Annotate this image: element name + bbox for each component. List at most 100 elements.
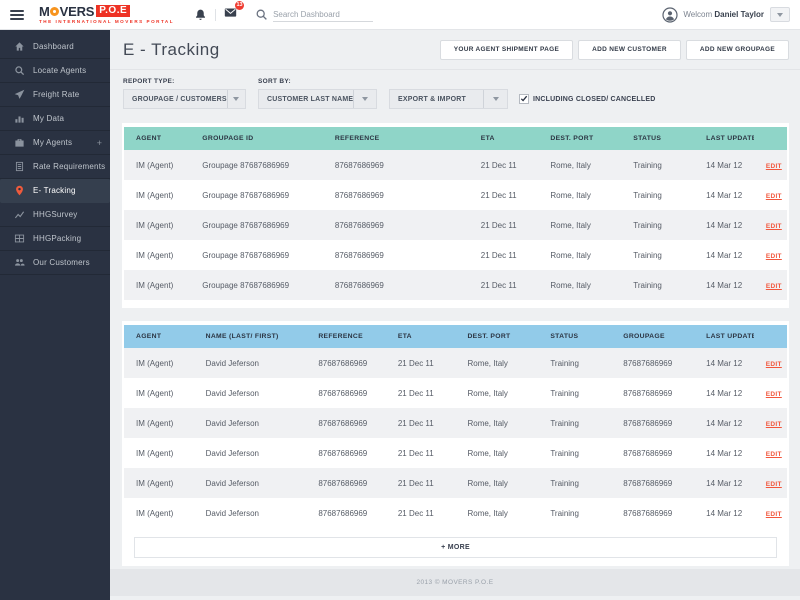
cell-last_update: 14 Mar 12 [706, 190, 743, 200]
edit-link[interactable]: EDIT [765, 420, 782, 428]
edit-link[interactable]: EDIT [765, 192, 782, 200]
message-count-badge: 13 [235, 0, 245, 10]
cell-status: Training [550, 358, 579, 368]
cell-last_update: 14 Mar 12 [706, 250, 743, 260]
logo-o-icon [50, 6, 60, 16]
more-button[interactable]: + MORE [134, 537, 777, 558]
add-new-groupage-button[interactable]: ADD NEW GROUPAGE [685, 39, 789, 60]
cell-eta: 21 Dec 11 [397, 358, 434, 368]
cell-agent: IM (Agent) [136, 250, 174, 260]
cell-groupage: 87687686969 [623, 478, 673, 488]
cell-reference: 87687686969 [334, 280, 384, 290]
cell-status: Training [550, 448, 579, 458]
table-row: IM (Agent) Groupage 87687686969 8768768696… [124, 180, 787, 210]
cell-agent: IM (Agent) [136, 160, 174, 170]
cell-agent: IM (Agent) [136, 190, 174, 200]
your-agent-shipment-page-button[interactable]: YOUR AGENT SHIPMENT PAGE [439, 39, 574, 60]
people-icon [15, 259, 25, 266]
cell-eta: 21 Dec 11 [397, 418, 434, 428]
cell-last_update: 14 Mar 12 [706, 358, 743, 368]
edit-link[interactable]: EDIT [765, 252, 782, 260]
sidebar-item-freight-rate[interactable]: Freight Rate [0, 83, 110, 107]
search-icon [256, 9, 267, 20]
edit-link[interactable]: EDIT [765, 162, 782, 170]
groupage-table-card: AGENT GROUPAGE ID REFERENCE ETA DEST. PO… [122, 123, 789, 308]
bell-icon[interactable] [194, 8, 207, 21]
cell-dest_port: Rome, Italy [550, 220, 591, 230]
cell-status: Training [633, 250, 662, 260]
user-menu-button[interactable] [770, 7, 790, 22]
edit-link[interactable]: EDIT [765, 390, 782, 398]
document-icon [15, 161, 24, 172]
cell-dest_port: Rome, Italy [467, 508, 508, 518]
sidebar-item-rate-requirements[interactable]: Rate Requirements [0, 155, 110, 179]
menu-icon[interactable] [10, 8, 24, 22]
sidebar-item-our-customers[interactable]: Our Customers [0, 251, 110, 275]
chevron-down-icon [226, 90, 245, 108]
cell-reference: 87687686969 [318, 388, 368, 398]
chevron-down-icon [353, 90, 376, 108]
bar-chart-icon [15, 116, 24, 123]
sidebar-item-hhgpacking[interactable]: HHGPacking [0, 227, 110, 251]
cell-reference: 87687686969 [318, 358, 368, 368]
cell-groupage_id: Groupage 87687686969 [202, 250, 290, 260]
cell-last_update: 14 Mar 12 [706, 418, 743, 428]
sidebar-item-dashboard[interactable]: Dashboard [0, 35, 110, 59]
cell-agent: IM (Agent) [136, 508, 174, 518]
user-greeting: Welcom Daniel Taylor [683, 10, 764, 19]
cell-reference: 87687686969 [318, 448, 368, 458]
copyright-text: 2013 © MOVERS P.O.E [416, 579, 494, 586]
cell-eta: 21 Dec 11 [480, 250, 517, 260]
table-header-row: AGENT NAME (LAST/ FIRST) REFERENCE ETA D… [124, 325, 787, 348]
sort-by-select[interactable]: CUSTOMER LAST NAME [258, 89, 377, 109]
add-new-customer-button[interactable]: ADD NEW CUSTOMER [578, 39, 681, 60]
avatar-icon[interactable] [662, 6, 678, 23]
edit-link[interactable]: EDIT [765, 360, 782, 368]
main-content: E - Tracking YOUR AGENT SHIPMENT PAGE AD… [110, 30, 800, 600]
edit-link[interactable]: EDIT [765, 282, 782, 290]
cell-last_update: 14 Mar 12 [706, 220, 743, 230]
export-import-select[interactable]: EXPORT & IMPORT [389, 89, 508, 109]
cell-eta: 21 Dec 11 [480, 190, 517, 200]
cell-agent: IM (Agent) [136, 358, 174, 368]
sidebar-item-my-agents[interactable]: My Agents + [0, 131, 110, 155]
cell-last_update: 14 Mar 12 [706, 448, 743, 458]
cell-last_update: 14 Mar 12 [706, 388, 743, 398]
search-input[interactable] [273, 7, 374, 22]
cell-name: David Jeferson [205, 448, 259, 458]
logo-brand: M VERS [39, 3, 95, 19]
cell-groupage_id: Groupage 87687686969 [202, 160, 290, 170]
cell-dest_port: Rome, Italy [467, 478, 508, 488]
logo: M VERS P.O.E THE INTERNATIONAL MOVERS POR… [39, 5, 174, 25]
groupage-table: AGENT GROUPAGE ID REFERENCE ETA DEST. PO… [124, 127, 787, 300]
expand-plus-icon[interactable]: + [96, 137, 102, 148]
cell-name: David Jeferson [205, 478, 259, 488]
cell-agent: IM (Agent) [136, 220, 174, 230]
cell-eta: 21 Dec 11 [480, 160, 517, 170]
sidebar: Dashboard Locate Agents Freight Rate My … [0, 30, 110, 600]
cell-agent: IM (Agent) [136, 448, 174, 458]
cell-name: David Jeferson [205, 508, 259, 518]
including-closed-checkbox[interactable] [519, 94, 529, 104]
sidebar-item-e-tracking[interactable]: E- Tracking [0, 179, 110, 203]
sidebar-item-locate-agents[interactable]: Locate Agents [0, 59, 110, 83]
sidebar-item-hhgsurvey[interactable]: HHGSurvey [0, 203, 110, 227]
messages-icon[interactable] [224, 6, 237, 19]
report-type-select[interactable]: GROUPAGE / CUSTOMERS [123, 89, 246, 109]
cell-agent: IM (Agent) [136, 388, 174, 398]
edit-link[interactable]: EDIT [765, 480, 782, 488]
cell-reference: 87687686969 [334, 160, 384, 170]
line-chart-icon [14, 211, 25, 219]
cell-groupage: 87687686969 [623, 418, 673, 428]
cell-status: Training [633, 220, 662, 230]
table-row: IM (Agent) Groupage 87687686969 8768768696… [124, 150, 787, 180]
edit-link[interactable]: EDIT [765, 510, 782, 518]
pin-icon [16, 185, 23, 196]
edit-link[interactable]: EDIT [765, 222, 782, 230]
cell-groupage_id: Groupage 87687686969 [202, 280, 290, 290]
sidebar-item-my-data[interactable]: My Data [0, 107, 110, 131]
cell-last_update: 14 Mar 12 [706, 478, 743, 488]
cell-groupage: 87687686969 [623, 448, 673, 458]
cell-name: David Jeferson [205, 388, 259, 398]
edit-link[interactable]: EDIT [765, 450, 782, 458]
